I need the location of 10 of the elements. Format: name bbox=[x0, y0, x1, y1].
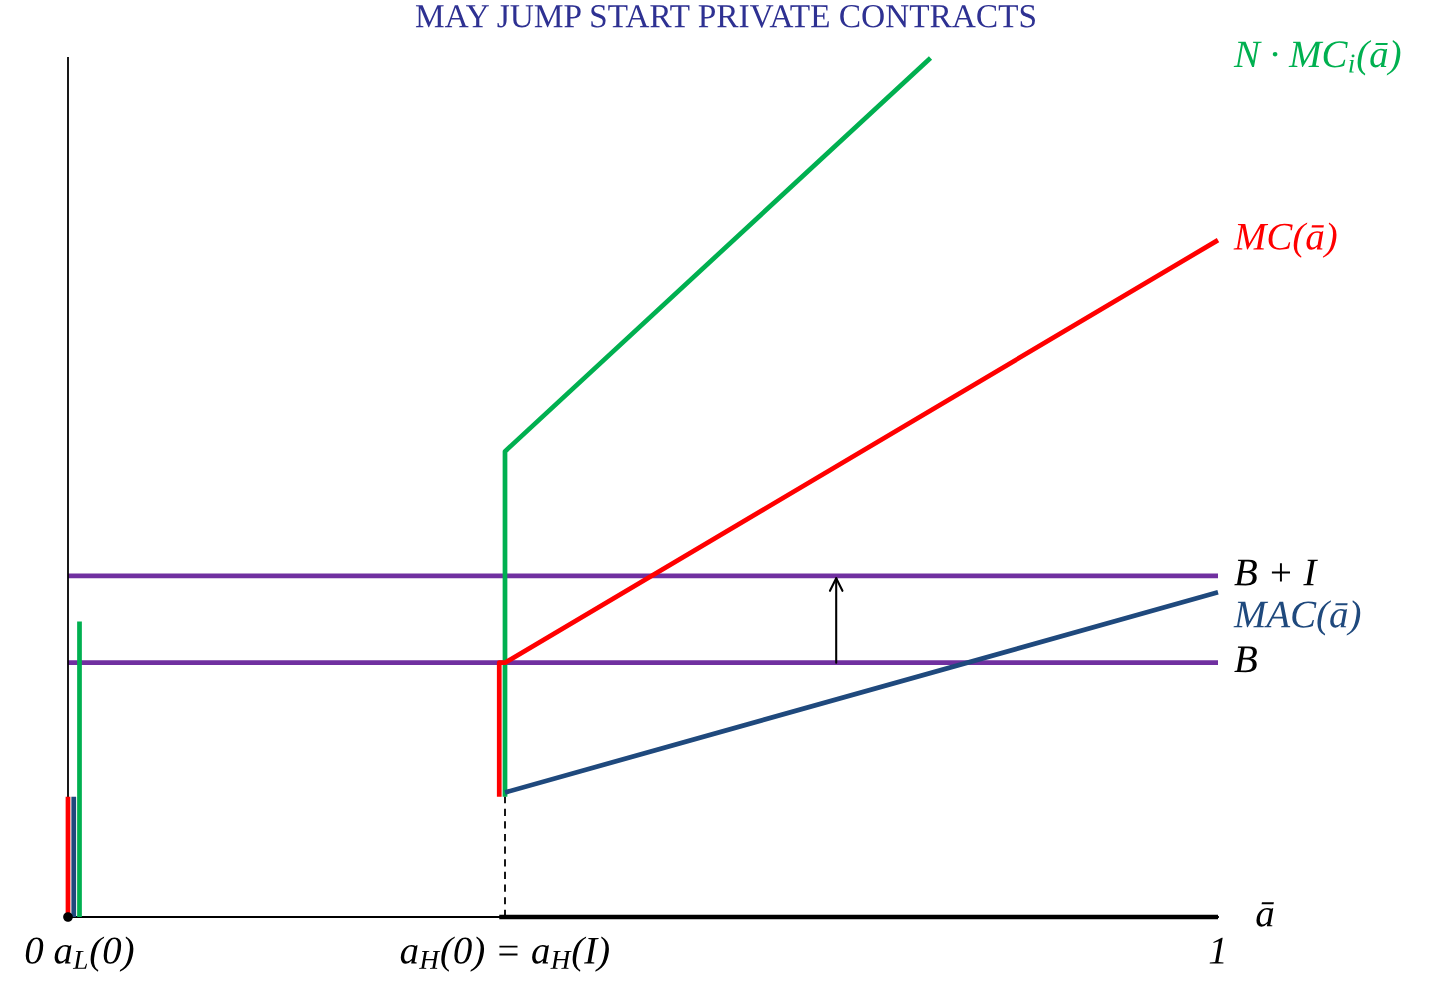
ref-line-label: B + I bbox=[1234, 559, 1318, 586]
x-axis-title: ā bbox=[1256, 902, 1274, 927]
series-label: MC(ā) bbox=[1233, 222, 1337, 258]
x-tick-label: 0 a$_{L}$(0) bbox=[25, 936, 134, 972]
x-tick-label: 1 bbox=[1209, 937, 1224, 964]
x-tick-label: a$_{H}$(0) = a$_{H}$(I) bbox=[400, 936, 609, 972]
series-label: MAC(ā) bbox=[1233, 600, 1361, 636]
text: N · MC$_{i}$(ā) bbox=[1233, 40, 1401, 76]
ref-line-label: B bbox=[1234, 646, 1257, 673]
chart-title: MAY JUMP START PRIVATE CONTRACTS bbox=[415, 5, 1035, 28]
